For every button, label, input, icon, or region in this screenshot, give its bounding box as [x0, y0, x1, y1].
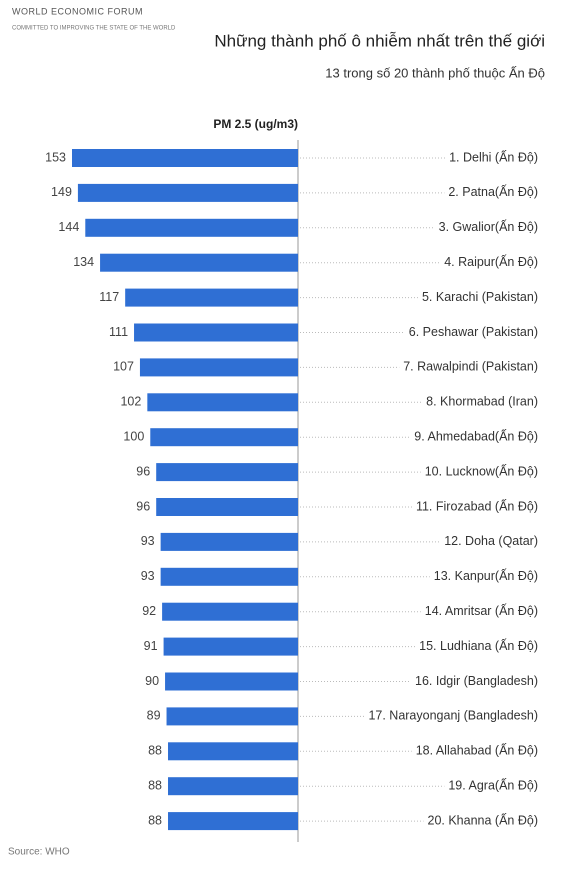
bar: [163, 637, 298, 656]
category-label: 17. Narayonganj (Bangladesh): [368, 709, 538, 723]
bar: [77, 183, 298, 202]
bar: [168, 742, 298, 761]
bar: [168, 812, 298, 831]
category-label: 11. Firozabad (Ấn Độ): [416, 498, 538, 513]
bar: [156, 463, 298, 482]
bar: [162, 602, 298, 621]
bar: [139, 358, 298, 377]
logo-tagline: COMMITTED TO IMPROVING THE STATE OF THE …: [12, 26, 176, 32]
category-label: 13. Kanpur(Ấn Độ): [434, 568, 538, 583]
category-label: 9. Ahmedabad(Ấn Độ): [414, 428, 538, 443]
value-label: 93: [141, 534, 155, 548]
value-label: 88: [148, 778, 162, 792]
value-label: 117: [99, 290, 119, 304]
category-label: 6. Peshawar (Pakistan): [409, 325, 538, 339]
chart-subtitle: 13 trong số 20 thành phố thuộc Ấn Độ: [325, 65, 545, 80]
source: Source: WHO: [8, 847, 70, 858]
bar: [100, 253, 298, 272]
bar: [134, 323, 298, 342]
bar: [168, 777, 298, 796]
value-label: 134: [73, 255, 94, 269]
category-label: 7. Rawalpindi (Pakistan): [403, 360, 538, 374]
value-label: 96: [136, 499, 150, 513]
bar: [156, 498, 298, 516]
bar: [160, 532, 298, 551]
category-label: 12. Doha (Qatar): [444, 534, 538, 548]
value-label: 96: [136, 464, 150, 478]
category-label: 15. Ludhiana (Ấn Độ): [419, 638, 538, 653]
bar: [147, 393, 298, 412]
value-label: 107: [113, 360, 134, 374]
bar: [165, 672, 298, 691]
value-label: 89: [147, 709, 161, 723]
value-label: 149: [51, 185, 72, 199]
category-label: 10. Lucknow(Ấn Độ): [425, 463, 538, 478]
logo-name: WORLD ECONOMIC FORUM: [12, 6, 143, 16]
value-label: 93: [141, 569, 155, 583]
value-label: 92: [142, 604, 156, 618]
category-label: 3. Gwalior(Ấn Độ): [439, 219, 538, 234]
value-axis-label: PM 2.5 (ug/m3): [213, 117, 298, 131]
bar: [72, 149, 298, 167]
category-label: 5. Karachi (Pakistan): [422, 290, 538, 304]
value-label: 153: [45, 150, 66, 164]
bar: [166, 707, 298, 726]
value-label: 144: [58, 220, 79, 234]
bar: [125, 288, 298, 307]
bar: [160, 567, 298, 586]
category-label: 1. Delhi (Ấn Độ): [449, 149, 538, 164]
bar: [85, 218, 298, 237]
category-label: 4. Raipur(Ấn Độ): [444, 254, 538, 269]
value-label: 88: [148, 744, 162, 758]
value-label: 111: [109, 325, 128, 339]
category-label: 20. Khanna (Ấn Độ): [428, 812, 539, 827]
value-label: 100: [123, 429, 144, 443]
category-label: 18. Allahabad (Ấn Độ): [416, 743, 538, 758]
value-label: 88: [148, 813, 162, 827]
value-label: 90: [145, 674, 159, 688]
chart-title: Những thành phố ô nhiễm nhất trên thế gi…: [214, 31, 545, 50]
value-label: 91: [144, 639, 158, 653]
category-label: 19. Agra(Ấn Độ): [448, 777, 538, 792]
category-label: 14. Amritsar (Ấn Độ): [425, 603, 538, 618]
category-label: 16. Idgir (Bangladesh): [415, 674, 538, 688]
category-label: 8. Khormabad (Iran): [426, 395, 538, 409]
value-label: 102: [120, 395, 141, 409]
category-label: 2. Patna(Ấn Độ): [448, 184, 538, 199]
bar: [150, 428, 298, 447]
